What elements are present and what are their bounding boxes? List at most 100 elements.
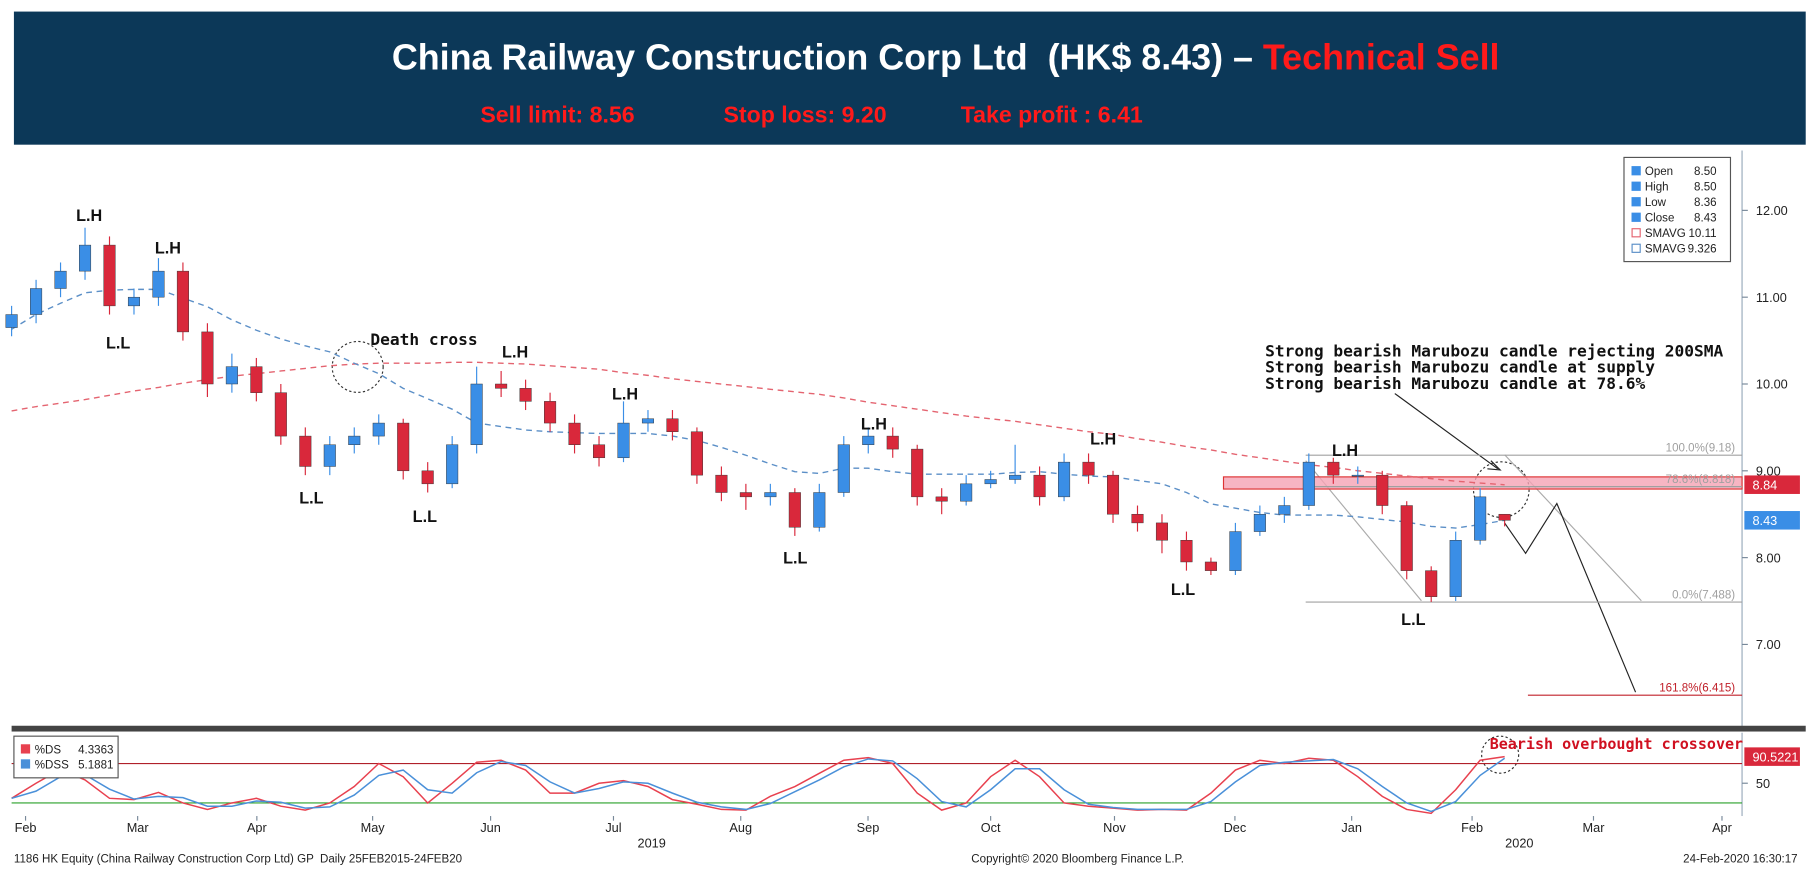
stoch-line xyxy=(11,755,1505,815)
candle-body xyxy=(519,388,532,402)
candle-body xyxy=(372,422,385,437)
crossover-circle xyxy=(1481,735,1520,774)
y-tick-label: 9.00 xyxy=(1756,463,1781,478)
x-tick-label: Feb xyxy=(15,820,37,835)
x-tick-label: Nov xyxy=(1103,820,1126,835)
legend-label: SMAVG xyxy=(1645,243,1686,255)
candle-body xyxy=(323,444,336,467)
candle-body xyxy=(225,366,238,385)
candle-body xyxy=(1376,474,1389,506)
candle-body xyxy=(886,435,899,450)
candle-body xyxy=(1449,540,1462,597)
legend-value: 9.326 xyxy=(1688,243,1717,255)
take-profit: Take profit : 6.41 xyxy=(961,102,1143,128)
title: China Railway Construction Corp Ltd (HK$… xyxy=(392,37,1500,77)
candle-body xyxy=(837,444,850,493)
moving-average xyxy=(11,288,1505,529)
candle-body xyxy=(593,444,606,459)
candle-body xyxy=(421,470,434,485)
y-tick-label: 7.00 xyxy=(1756,637,1781,652)
candle-body xyxy=(103,244,116,307)
candle-body xyxy=(1278,505,1291,515)
price-tag-label: 8.84 xyxy=(1752,477,1777,492)
y-tick-label: 11.00 xyxy=(1756,290,1787,305)
candle-body xyxy=(1009,474,1022,480)
year-label: 2019 xyxy=(637,835,665,850)
swing-label: L.L xyxy=(299,490,323,508)
x-tick-label: May xyxy=(361,820,386,835)
footer-center: Copyright© 2020 Bloomberg Finance L.P. xyxy=(971,853,1184,865)
candle-body xyxy=(568,422,581,445)
candle-body xyxy=(666,418,679,432)
x-tick-label: Aug xyxy=(729,820,752,835)
candle-body xyxy=(176,270,189,333)
candle-body xyxy=(960,483,973,502)
legend-label: Low xyxy=(1645,197,1667,209)
swing-label: L.H xyxy=(502,344,528,362)
x-tick-label: Jul xyxy=(605,820,621,835)
swing-label: L.H xyxy=(612,385,638,403)
legend-swatch xyxy=(1631,243,1641,253)
stoch-annotation: Bearish overbought crossover xyxy=(1490,735,1743,753)
candle-body xyxy=(715,474,728,493)
legend-box xyxy=(13,735,119,779)
title-highlight: Technical Sell xyxy=(1263,37,1500,77)
candle-body xyxy=(1082,461,1095,476)
candle-body xyxy=(1229,531,1242,571)
price-tag-label: 90.5221 xyxy=(1752,749,1798,764)
legend-value: 8.50 xyxy=(1694,181,1717,193)
year-label: 2020 xyxy=(1505,835,1533,850)
callout-arrow xyxy=(1394,393,1499,470)
candle-body xyxy=(739,492,752,498)
projection-path xyxy=(1504,502,1637,693)
swing-label: L.L xyxy=(1401,611,1425,629)
swing-label: L.H xyxy=(155,239,181,257)
candle-body xyxy=(30,288,43,315)
x-tick-label: Mar xyxy=(1583,820,1606,835)
candle-body xyxy=(5,314,18,328)
legend-box xyxy=(1623,156,1732,263)
candle-body xyxy=(1107,474,1120,515)
fib-label: 78.6%(8.818) xyxy=(1666,474,1736,486)
candle-body xyxy=(1302,461,1315,506)
footer-left: 1186 HK Equity (China Railway Constructi… xyxy=(14,853,462,865)
swing-label: L.L xyxy=(783,550,807,568)
y-tick-label: 12.00 xyxy=(1756,203,1788,218)
legend-label: %DSS xyxy=(35,760,69,772)
candle-body xyxy=(1155,522,1168,541)
death-cross-label: Death cross xyxy=(370,330,477,349)
swing-label: L.H xyxy=(861,415,887,433)
legend-value: 5.1881 xyxy=(78,760,113,772)
legend-swatch xyxy=(1631,166,1641,176)
candle-body xyxy=(201,331,214,385)
price-tag xyxy=(1744,475,1800,494)
fib-label: 100.0%(9.18) xyxy=(1666,443,1736,455)
candle-body xyxy=(641,418,654,424)
title-main: China Railway Construction Corp Ltd (HK$… xyxy=(392,37,1263,77)
candle-body xyxy=(813,492,826,528)
legend-swatch xyxy=(1631,228,1641,238)
swing-label: L.L xyxy=(1171,581,1195,599)
legend-label: High xyxy=(1645,181,1669,193)
stoch-line xyxy=(11,757,1506,813)
x-tick-label: Mar xyxy=(127,820,150,835)
x-tick-label: Apr xyxy=(247,820,268,835)
candle-body xyxy=(54,270,67,289)
y-tick-label: 8.00 xyxy=(1756,550,1781,565)
candle-body xyxy=(1204,561,1217,571)
candle-body xyxy=(984,479,997,485)
callout: Strong bearish Marubozu candle rejecting… xyxy=(1265,342,1723,361)
candle-body xyxy=(862,435,875,445)
candle-body xyxy=(79,244,92,272)
legend-swatch xyxy=(1631,197,1641,207)
callout: Strong bearish Marubozu candle at supply xyxy=(1265,358,1655,377)
candle-body xyxy=(1033,474,1046,498)
callout-arrowhead xyxy=(1487,460,1502,471)
candle-body xyxy=(274,392,287,437)
candle-body xyxy=(299,435,312,467)
candle-body xyxy=(1351,474,1364,477)
header-band xyxy=(13,11,1806,145)
candle-body xyxy=(1180,540,1193,563)
x-tick-label: Feb xyxy=(1461,820,1483,835)
